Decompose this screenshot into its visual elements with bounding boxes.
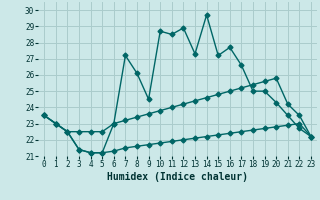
X-axis label: Humidex (Indice chaleur): Humidex (Indice chaleur) — [107, 172, 248, 182]
